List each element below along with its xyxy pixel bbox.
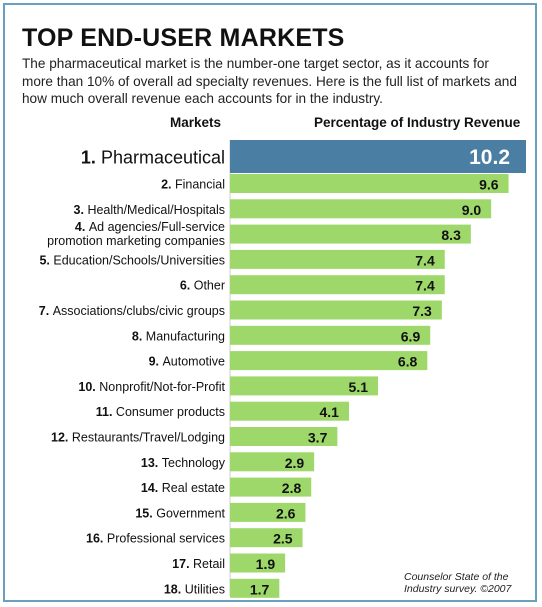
- bar-3: [230, 199, 492, 219]
- value-label-5: 7.4: [415, 252, 435, 268]
- value-label-10: 5.1: [349, 379, 369, 395]
- value-label-7: 7.3: [412, 303, 432, 319]
- value-label-9: 6.8: [398, 354, 418, 370]
- bar-9: [230, 351, 428, 371]
- category-label-6: 6. Other: [180, 279, 225, 293]
- category-label-11: 11. Consumer products: [96, 405, 225, 419]
- bar-7: [230, 300, 442, 320]
- category-label-5: 5. Education/Schools/Universities: [39, 253, 225, 267]
- value-label-8: 6.9: [401, 328, 421, 344]
- chart-title: TOP END-USER MARKETS: [22, 24, 345, 52]
- source-credit: Counselor State of the Industry survey. …: [404, 571, 512, 595]
- category-label-4-line1: 4. Ad agencies/Full-service: [75, 220, 225, 234]
- bar-6: [230, 275, 445, 295]
- category-label-16: 16. Professional services: [86, 532, 225, 546]
- chart-subtitle: The pharmaceutical market is the number-…: [22, 56, 517, 106]
- value-label-12: 3.7: [308, 430, 328, 446]
- value-label-15: 2.6: [276, 505, 296, 521]
- value-label-2: 9.6: [479, 177, 499, 193]
- bar-4: [230, 224, 471, 244]
- value-label-6: 7.4: [415, 278, 435, 294]
- bar-17: [230, 553, 286, 573]
- value-label-14: 2.8: [282, 480, 302, 496]
- category-label-15: 15. Government: [135, 506, 225, 520]
- category-label-7: 7. Associations/clubs/civic groups: [39, 304, 225, 318]
- category-label-2: 2. Financial: [161, 178, 225, 192]
- value-label-16: 2.5: [273, 531, 293, 547]
- bar-13: [230, 452, 315, 472]
- markets-column-header: Markets: [170, 115, 222, 130]
- category-label-17: 17. Retail: [172, 557, 225, 571]
- bar-8: [230, 325, 431, 345]
- bar-11: [230, 401, 349, 421]
- value-label-13: 2.9: [285, 455, 305, 471]
- category-label-13: 13. Technology: [141, 456, 226, 470]
- value-label-1: 10.2: [469, 146, 510, 169]
- category-label-3: 3. Health/Medical/Hospitals: [74, 203, 225, 217]
- category-label-10: 10. Nonprofit/Not-for-Profit: [78, 380, 225, 394]
- bar-15: [230, 502, 306, 522]
- category-label-14: 14. Real estate: [141, 481, 225, 495]
- bar-2: [230, 174, 509, 193]
- value-label-17: 1.9: [256, 556, 276, 572]
- bar-1: [230, 140, 526, 173]
- category-label-18: 18. Utilities: [164, 582, 225, 596]
- percentage-column-header: Percentage of Industry Revenue: [314, 115, 521, 130]
- value-label-18: 1.7: [250, 581, 270, 597]
- bar-12: [230, 427, 338, 446]
- bar-14: [230, 477, 312, 497]
- value-label-11: 4.1: [320, 404, 340, 420]
- bar-5: [230, 249, 445, 269]
- bar-18: [230, 578, 280, 598]
- category-label-9: 9. Automotive: [149, 355, 225, 369]
- category-label-12: 12. Restaurants/Travel/Lodging: [51, 431, 225, 445]
- bar-10: [230, 376, 378, 396]
- category-label-4-line2: promotion marketing companies: [47, 234, 225, 248]
- category-label-1: 1. Pharmaceutical: [81, 148, 225, 168]
- value-label-4: 8.3: [441, 227, 461, 243]
- category-label-8: 8. Manufacturing: [132, 329, 225, 343]
- bar-16: [230, 528, 303, 548]
- value-label-3: 9.0: [462, 202, 482, 218]
